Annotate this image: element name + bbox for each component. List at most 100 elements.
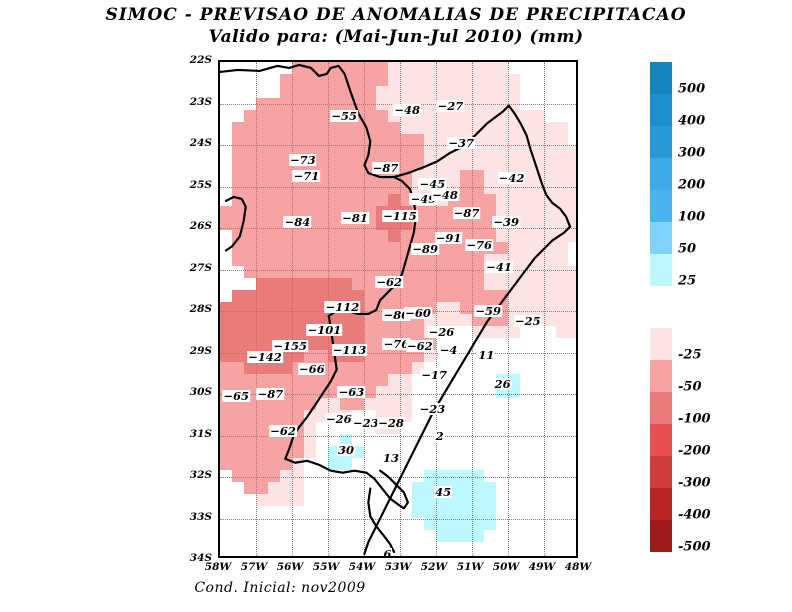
anomaly-cell xyxy=(352,398,364,410)
anomaly-cell xyxy=(532,182,544,194)
anomaly-cell xyxy=(328,182,340,194)
anomaly-cell xyxy=(268,278,280,290)
anomaly-cell xyxy=(280,410,292,422)
anomaly-cell xyxy=(220,314,232,326)
anomaly-value-label: −80 xyxy=(382,308,411,323)
anomaly-cell xyxy=(280,266,292,278)
anomaly-cell xyxy=(388,398,400,410)
anomaly-cell xyxy=(412,74,424,86)
anomaly-cell xyxy=(304,230,316,242)
anomaly-cell xyxy=(364,242,376,254)
anomaly-value-label: 30 xyxy=(336,443,356,458)
anomaly-cell xyxy=(244,158,256,170)
y-axis-tick: 29S xyxy=(189,344,212,357)
anomaly-cell xyxy=(220,362,232,374)
anomaly-cell xyxy=(436,218,448,230)
anomaly-cell xyxy=(280,110,292,122)
anomaly-cell xyxy=(388,182,400,194)
colorbar-tick-label: 500 xyxy=(678,81,706,97)
anomaly-cell xyxy=(316,278,328,290)
y-axis-tick: 32S xyxy=(189,469,212,481)
anomaly-cell xyxy=(472,470,484,482)
colorbar-negative xyxy=(650,328,672,552)
anomaly-cell xyxy=(280,170,292,182)
anomaly-cell xyxy=(220,446,232,458)
anomaly-cell xyxy=(520,242,532,254)
anomaly-cell xyxy=(292,134,304,146)
anomaly-cell xyxy=(388,86,400,98)
anomaly-cell xyxy=(220,338,232,350)
anomaly-cell xyxy=(448,266,460,278)
anomaly-cell xyxy=(412,134,424,146)
anomaly-cell xyxy=(484,146,496,158)
anomaly-cell xyxy=(460,170,472,182)
anomaly-value-label: −23 xyxy=(351,416,380,431)
colorbar-swatch xyxy=(650,360,672,392)
anomaly-cell xyxy=(232,422,244,434)
anomaly-cell xyxy=(376,242,388,254)
anomaly-cell xyxy=(268,182,280,194)
anomaly-cell xyxy=(232,458,244,470)
colorbar-tick-label: -300 xyxy=(678,475,711,491)
x-axis-tick: 49W xyxy=(528,561,556,573)
anomaly-cell xyxy=(328,86,340,98)
anomaly-cell xyxy=(460,182,472,194)
anomaly-cell xyxy=(484,74,496,86)
anomaly-cell xyxy=(448,218,460,230)
anomaly-cell xyxy=(508,122,520,134)
anomaly-cell xyxy=(424,278,436,290)
anomaly-cell xyxy=(400,62,412,74)
anomaly-cell xyxy=(316,74,328,86)
anomaly-cell xyxy=(532,278,544,290)
anomaly-cell xyxy=(496,158,508,170)
anomaly-cell xyxy=(400,290,412,302)
anomaly-cell xyxy=(364,62,376,74)
anomaly-cell xyxy=(424,206,436,218)
colorbar-swatch xyxy=(650,62,672,94)
anomaly-cell xyxy=(352,194,364,206)
anomaly-cell xyxy=(304,134,316,146)
anomaly-cell xyxy=(340,278,352,290)
anomaly-cell xyxy=(328,206,340,218)
anomaly-cell xyxy=(232,470,244,482)
anomaly-cell xyxy=(376,254,388,266)
anomaly-cell xyxy=(244,338,256,350)
anomaly-cell xyxy=(460,518,472,530)
anomaly-cell xyxy=(268,470,280,482)
anomaly-cell xyxy=(268,362,280,374)
anomaly-cell xyxy=(424,494,436,506)
anomaly-cell xyxy=(268,170,280,182)
anomaly-cell xyxy=(304,242,316,254)
anomaly-cell xyxy=(520,110,532,122)
anomaly-value-label: −62 xyxy=(405,339,434,354)
anomaly-cell xyxy=(472,266,484,278)
anomaly-cell xyxy=(424,86,436,98)
colorbar-swatch xyxy=(650,126,672,158)
anomaly-cell xyxy=(352,122,364,134)
anomaly-cell xyxy=(304,74,316,86)
anomaly-cell xyxy=(340,134,352,146)
anomaly-cell xyxy=(304,290,316,302)
anomaly-value-label: −59 xyxy=(474,304,503,318)
anomaly-value-label: 2 xyxy=(434,428,445,443)
anomaly-cell xyxy=(520,230,532,242)
colorbar-swatch xyxy=(650,158,672,190)
anomaly-cell xyxy=(472,74,484,86)
anomaly-cell xyxy=(424,290,436,302)
anomaly-cell xyxy=(304,278,316,290)
anomaly-cell xyxy=(364,326,376,338)
anomaly-cell xyxy=(316,374,328,386)
anomaly-cell xyxy=(304,254,316,266)
anomaly-cell xyxy=(484,518,496,530)
anomaly-cell xyxy=(436,506,448,518)
anomaly-cell xyxy=(364,278,376,290)
anomaly-cell xyxy=(352,278,364,290)
anomaly-cell xyxy=(508,158,520,170)
anomaly-cell xyxy=(292,314,304,326)
anomaly-cell xyxy=(520,158,532,170)
anomaly-cell xyxy=(268,458,280,470)
anomaly-cell xyxy=(280,362,292,374)
anomaly-cell xyxy=(328,122,340,134)
anomaly-cell xyxy=(364,194,376,206)
map-plot-area: −55 −48 −27 −37 −73 −71 −87 −45 −42 −49 −48 −84 −81−… xyxy=(218,60,578,558)
